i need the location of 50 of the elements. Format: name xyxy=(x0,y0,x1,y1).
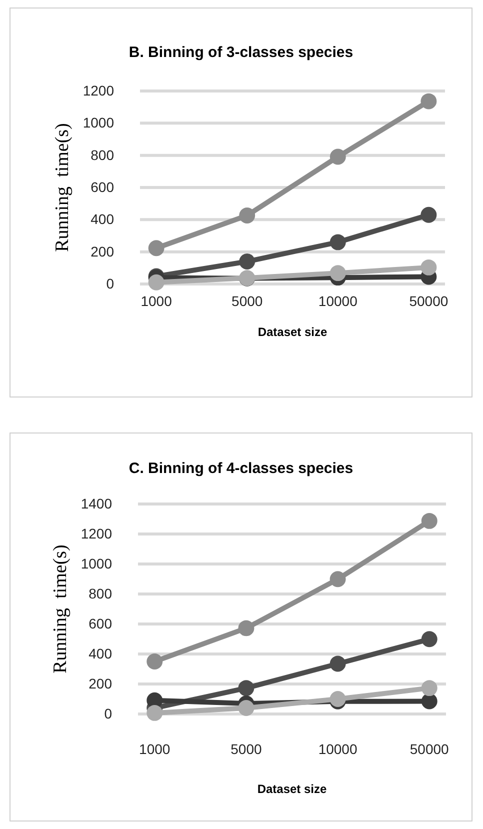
y-tick-label: 1000 xyxy=(82,114,114,131)
point xyxy=(420,259,437,276)
x-tick-label: 10000 xyxy=(318,292,358,309)
y-tick-label: 400 xyxy=(88,645,112,662)
chart-title: C. Binning of 4-classes species xyxy=(128,460,354,477)
x-tick-label: 1000 xyxy=(140,292,172,309)
y-tick-label: 1200 xyxy=(82,82,114,98)
point xyxy=(238,700,254,716)
y-axis-title: Running time(s) xyxy=(52,123,73,252)
y-tick-label: 600 xyxy=(88,615,112,632)
point xyxy=(239,254,256,270)
point xyxy=(146,704,163,721)
point xyxy=(148,274,164,290)
point xyxy=(420,206,437,223)
point xyxy=(146,654,163,670)
y-tick-label: 200 xyxy=(90,243,114,260)
y-axis-title: Running time(s) xyxy=(50,544,71,674)
y-tick-label: 400 xyxy=(90,211,114,228)
point xyxy=(330,571,346,588)
point xyxy=(421,512,438,529)
y-tick-label: 1000 xyxy=(80,555,112,572)
x-axis-title: Dataset size xyxy=(257,782,328,796)
y-tick-label: 0 xyxy=(106,275,114,292)
y-tick-label: 1200 xyxy=(80,525,112,542)
point xyxy=(421,680,438,696)
point xyxy=(330,265,346,282)
point xyxy=(148,240,164,256)
chart-title: B. Binning of 3-classes species xyxy=(128,44,354,61)
y-tick-label: 1400 xyxy=(80,495,112,512)
point xyxy=(330,656,346,672)
x-axis-title: Dataset size xyxy=(258,325,328,339)
point xyxy=(238,620,254,636)
y-tick-label: 200 xyxy=(88,675,112,692)
point xyxy=(421,693,438,710)
point xyxy=(330,234,346,250)
point xyxy=(420,93,437,110)
point xyxy=(239,208,256,224)
point xyxy=(238,680,254,696)
point xyxy=(330,148,346,165)
y-tick-label: 0 xyxy=(104,705,112,722)
x-tick-label: 10000 xyxy=(318,740,358,757)
x-tick-label: 5000 xyxy=(232,292,263,309)
y-tick-label: 800 xyxy=(88,585,112,602)
y-tick-label: 800 xyxy=(90,146,114,163)
point xyxy=(421,631,438,648)
x-tick-label: 50000 xyxy=(410,740,450,757)
x-tick-label: 5000 xyxy=(230,740,262,757)
x-tick-label: 50000 xyxy=(409,292,448,309)
y-tick-label: 600 xyxy=(90,178,114,195)
x-tick-label: 1000 xyxy=(139,740,170,757)
